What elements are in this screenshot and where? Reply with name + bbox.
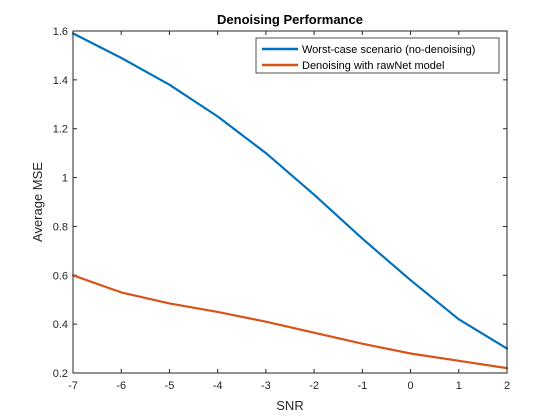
y-tick-label: 0.8 [53, 221, 68, 233]
y-tick-label: 1.6 [53, 26, 68, 38]
axes-frame [72, 30, 508, 374]
legend: Worst-case scenario (no-denoising) Denoi… [255, 37, 500, 74]
x-tick-label: 1 [456, 380, 462, 392]
legend-label-rawnet: Denoising with rawNet model [302, 60, 444, 72]
axes-background [72, 30, 508, 374]
y-axis-label: Average MSE [30, 162, 45, 242]
x-tick-label: -1 [357, 380, 367, 392]
chart-title: Denoising Performance [217, 12, 363, 27]
x-tick-label: -5 [165, 380, 175, 392]
y-tick-label: 1 [62, 173, 68, 185]
x-tick-label: -4 [213, 380, 223, 392]
x-tick-label: 2 [504, 380, 510, 392]
y-tick-label: 1.4 [53, 75, 68, 87]
x-axis: -7 -6 -5 -4 -3 -2 -1 0 1 2 [68, 31, 510, 392]
legend-label-worst-case: Worst-case scenario (no-denoising) [302, 44, 475, 56]
y-tick-label: 1.2 [53, 124, 68, 136]
y-tick-label: 0.4 [53, 319, 68, 331]
y-tick-label: 0.6 [53, 270, 68, 282]
y-tick-label: 0.2 [53, 368, 68, 380]
x-tick-label: -3 [261, 380, 271, 392]
y-axis: 0.2 0.4 0.6 0.8 1 1.2 1.4 1.6 [53, 26, 507, 380]
x-tick-label: 0 [407, 380, 413, 392]
x-tick-label: -6 [116, 380, 126, 392]
x-tick-label: -2 [309, 380, 319, 392]
x-tick-label: -7 [68, 380, 78, 392]
series-line-rawnet [71, 274, 509, 370]
plot-lines [71, 32, 509, 370]
legend-box [255, 37, 500, 74]
x-axis-label: SNR [276, 398, 303, 413]
series-line-worst-case [71, 32, 509, 350]
